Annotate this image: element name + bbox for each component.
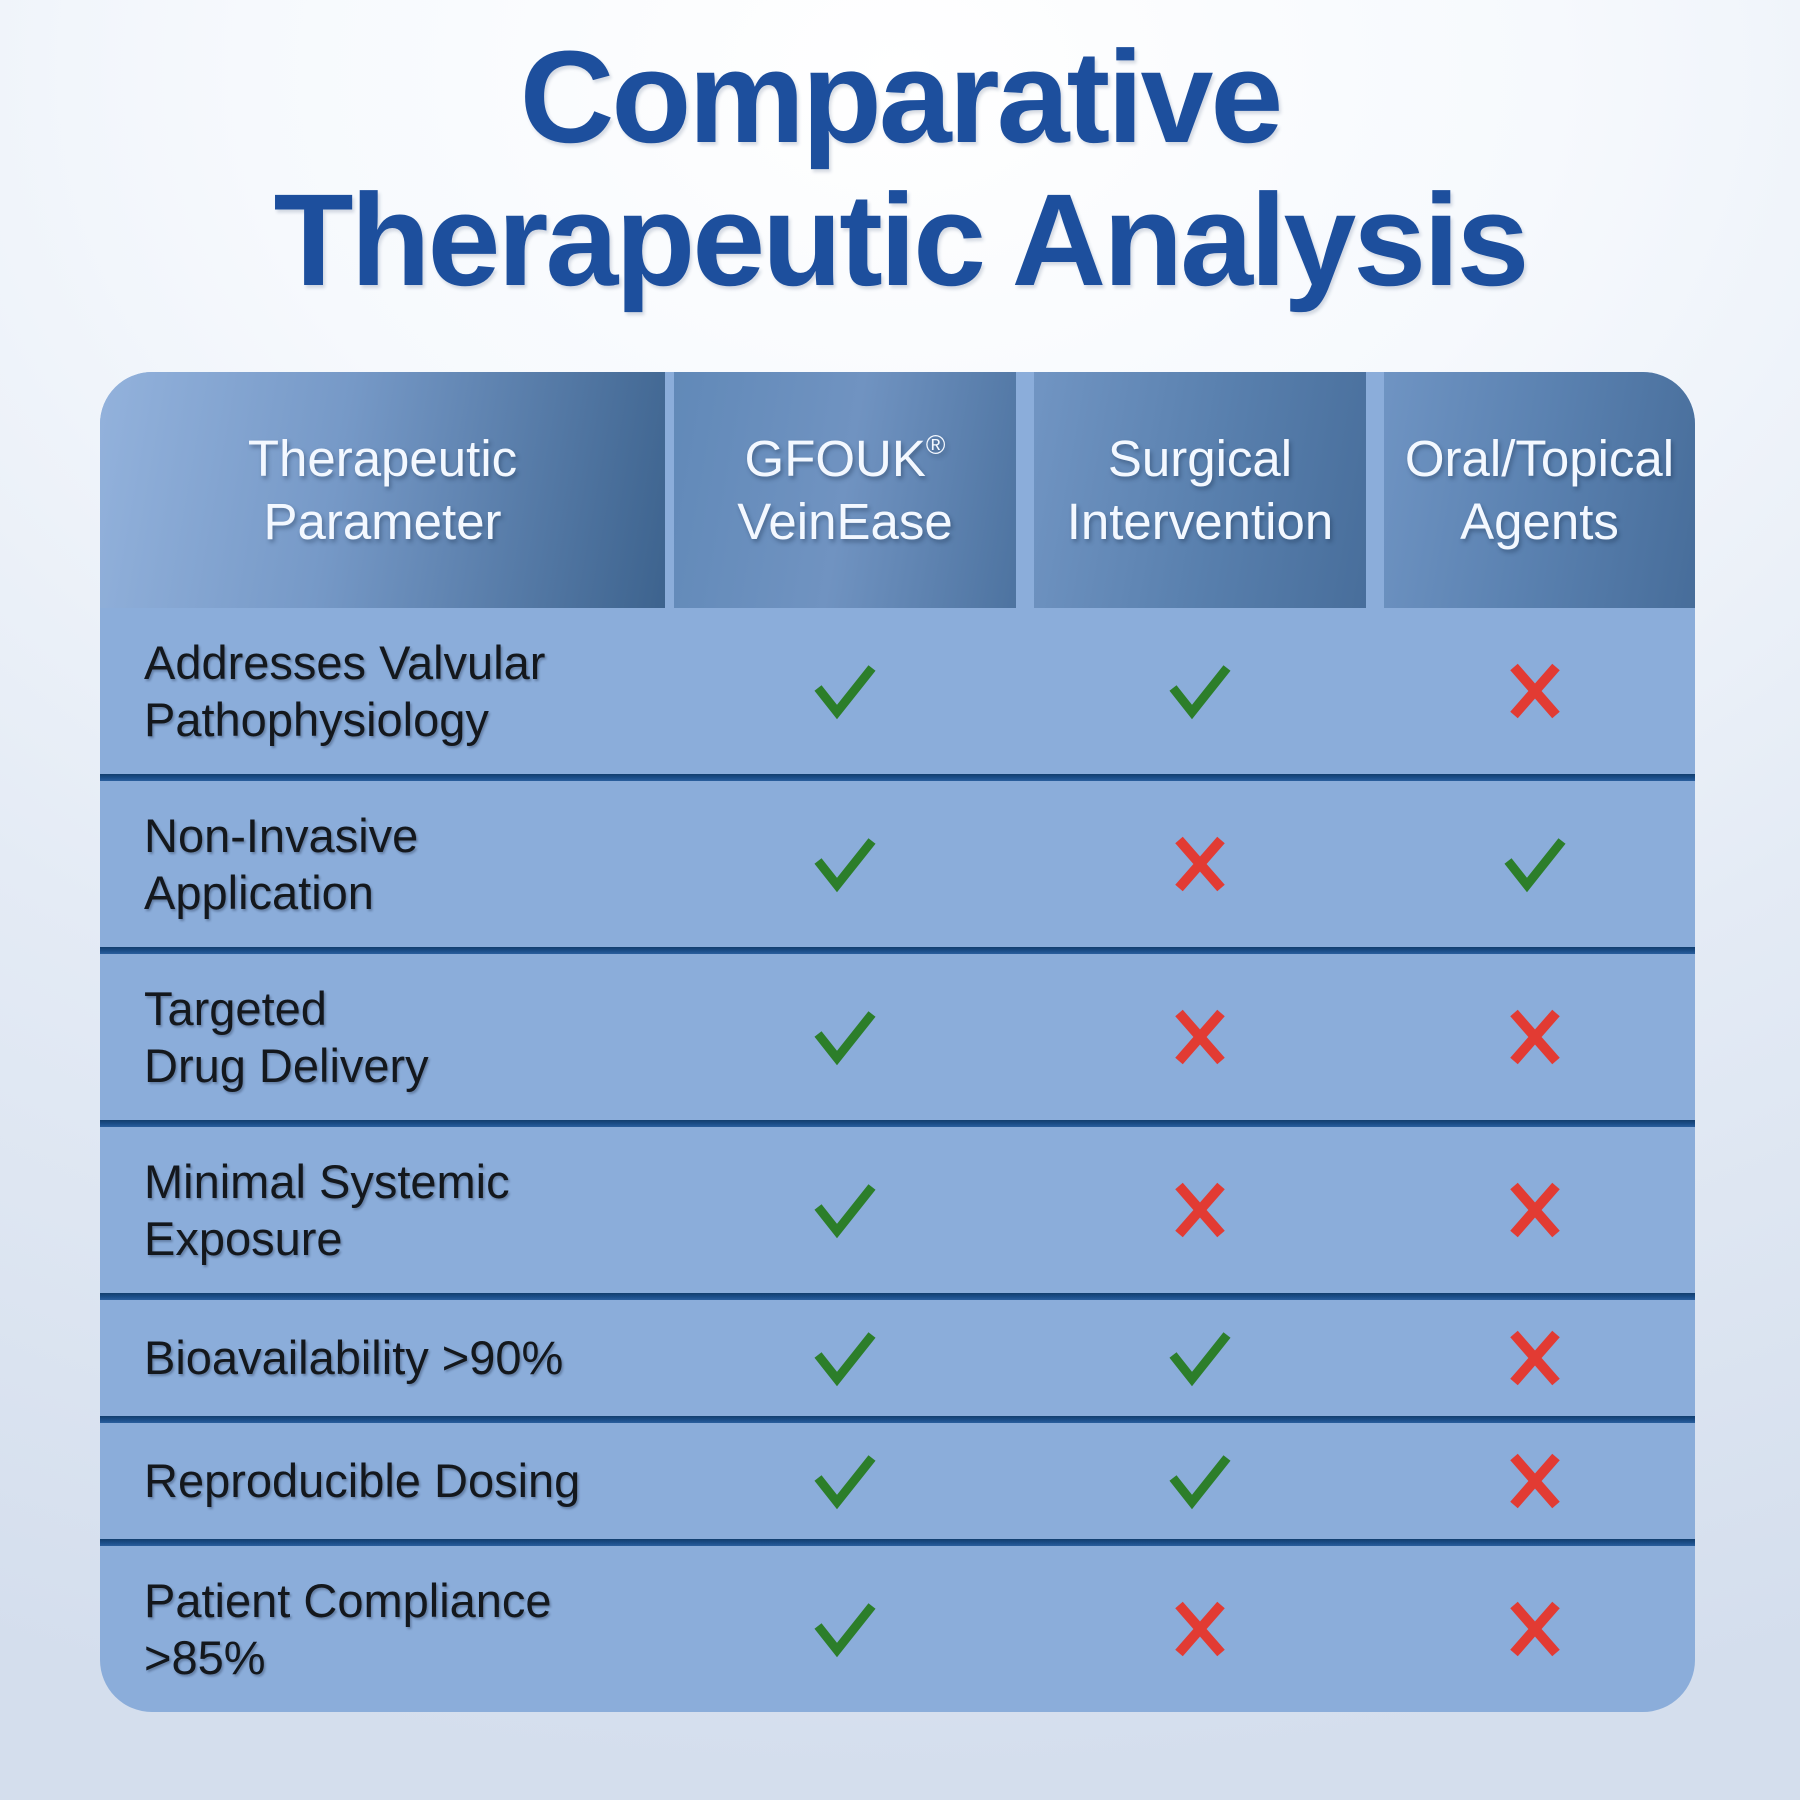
cross-icon [1510, 1330, 1560, 1386]
check-mark-cell [1025, 661, 1375, 721]
check-mark-cell [1025, 1451, 1375, 1511]
header-surgical-intervention: Surgical Intervention [1034, 372, 1366, 608]
check-icon [1169, 665, 1231, 720]
table-row: Addresses Valvular Pathophysiology [100, 608, 1695, 774]
table-row: Patient Compliance >85% [100, 1546, 1695, 1712]
table-row: Bioavailability >90% [100, 1300, 1695, 1416]
check-icon [814, 1332, 876, 1387]
check-icon [814, 1011, 876, 1066]
cross-mark-cell [1375, 1177, 1695, 1243]
cross-mark-cell [1375, 1596, 1695, 1662]
header-therapeutic-parameter: Therapeutic Parameter [100, 372, 665, 608]
cross-mark-cell [1375, 1325, 1695, 1391]
row-label: Patient Compliance >85% [144, 1573, 552, 1684]
cross-mark-cell [1025, 1177, 1375, 1243]
cross-mark-cell [1375, 1448, 1695, 1514]
check-mark-cell [665, 1328, 1025, 1388]
check-mark-cell [665, 834, 1025, 894]
check-mark-cell [1375, 834, 1695, 894]
row-divider [100, 1293, 1695, 1300]
cross-icon [1175, 1009, 1225, 1065]
cross-icon [1510, 1182, 1560, 1238]
row-divider [100, 947, 1695, 954]
table-row: Targeted Drug Delivery [100, 954, 1695, 1120]
check-mark-cell [1025, 1328, 1375, 1388]
page-title-line-2: Therapeutic Analysis [273, 165, 1530, 313]
cross-mark-cell [1025, 831, 1375, 897]
cross-icon [1510, 1453, 1560, 1509]
cross-icon [1175, 1601, 1225, 1657]
header-gfouk-veinease: GFOUK® VeinEase [674, 372, 1016, 608]
row-label: Non-Invasive Application [144, 808, 419, 919]
cross-mark-cell [1025, 1004, 1375, 1070]
comparison-table: Therapeutic Parameter GFOUK® VeinEase Surg… [100, 372, 1695, 1712]
row-label: Minimal Systemic Exposure [144, 1154, 510, 1265]
cross-icon [1510, 663, 1560, 719]
check-icon [814, 665, 876, 720]
cross-mark-cell [1375, 1004, 1695, 1070]
row-divider [100, 774, 1695, 781]
check-mark-cell [665, 1180, 1025, 1240]
row-label: Bioavailability >90% [144, 1331, 564, 1385]
check-icon [814, 1184, 876, 1239]
page-title-line-1: Comparative [519, 23, 1284, 170]
check-mark-cell [665, 1599, 1025, 1659]
check-icon [1169, 1332, 1231, 1387]
row-label: Reproducible Dosing [144, 1454, 581, 1508]
table-row: Non-Invasive Application [100, 781, 1695, 947]
cross-mark-cell [1025, 1596, 1375, 1662]
check-mark-cell [665, 661, 1025, 721]
check-icon [1169, 1455, 1231, 1510]
cross-icon [1510, 1009, 1560, 1065]
cross-icon [1175, 1182, 1225, 1238]
page-title: Comparative Therapeutic Analysis [0, 23, 1800, 313]
check-icon [1504, 838, 1566, 893]
row-label: Targeted Drug Delivery [144, 981, 429, 1092]
table-body: Addresses Valvular Pathophysiology Non-Inv… [100, 608, 1695, 1712]
check-mark-cell [665, 1451, 1025, 1511]
table-row: Minimal Systemic Exposure [100, 1127, 1695, 1293]
check-icon [814, 1455, 876, 1510]
header-oral-topical-agents: Oral/Topical Agents [1384, 372, 1695, 608]
cross-mark-cell [1375, 658, 1695, 724]
cross-icon [1175, 836, 1225, 892]
check-mark-cell [665, 1007, 1025, 1067]
table-row: Reproducible Dosing [100, 1423, 1695, 1539]
check-icon [814, 1603, 876, 1658]
row-divider [100, 1120, 1695, 1127]
check-icon [814, 838, 876, 893]
row-divider [100, 1539, 1695, 1546]
table-header-row: Therapeutic Parameter GFOUK® VeinEase Surg… [100, 372, 1695, 608]
cross-icon [1510, 1601, 1560, 1657]
row-divider [100, 1416, 1695, 1423]
row-label: Addresses Valvular Pathophysiology [144, 635, 546, 746]
